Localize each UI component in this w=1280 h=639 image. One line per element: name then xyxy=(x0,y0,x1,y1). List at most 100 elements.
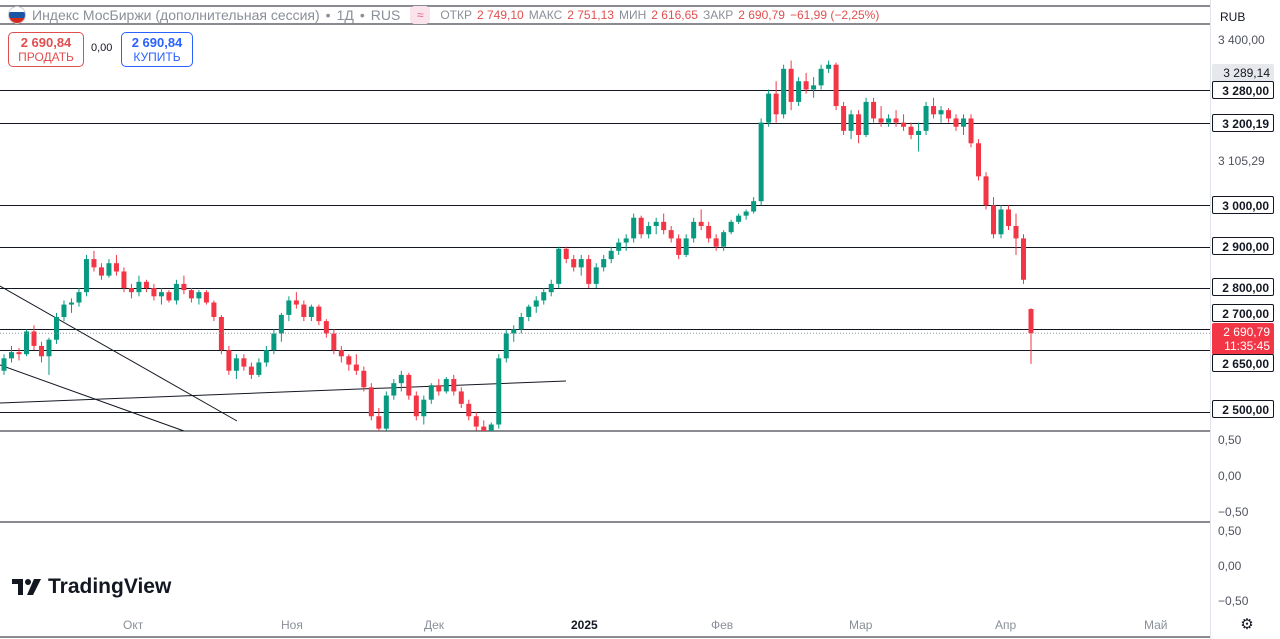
candle[interactable] xyxy=(233,354,239,380)
candle[interactable] xyxy=(653,217,659,235)
candle[interactable] xyxy=(1013,213,1019,255)
candle[interactable] xyxy=(173,279,179,305)
candle[interactable] xyxy=(151,283,157,301)
candle[interactable] xyxy=(76,288,82,307)
symbol-title[interactable]: Индекс МосБиржи (дополнительная сессия) xyxy=(32,7,320,23)
candle[interactable] xyxy=(406,372,412,400)
wave-icon[interactable]: ≈ xyxy=(410,6,431,24)
trendline-3[interactable] xyxy=(0,380,567,404)
candle[interactable] xyxy=(698,209,704,231)
currency-selector[interactable]: RUB xyxy=(1220,10,1246,24)
candle[interactable] xyxy=(443,376,449,394)
candle[interactable] xyxy=(721,230,727,251)
candle[interactable] xyxy=(503,329,509,363)
candle[interactable] xyxy=(278,312,284,342)
settings-gear-icon[interactable]: ⚙ xyxy=(1240,616,1254,633)
candle[interactable] xyxy=(863,97,869,138)
candle[interactable] xyxy=(121,267,127,293)
candle[interactable] xyxy=(991,197,997,239)
candle[interactable] xyxy=(413,391,419,421)
candle[interactable] xyxy=(241,354,247,371)
candle[interactable] xyxy=(713,234,719,251)
candle[interactable] xyxy=(496,354,502,429)
candle[interactable] xyxy=(398,370,404,392)
candle[interactable] xyxy=(878,106,884,127)
candle[interactable] xyxy=(728,219,734,235)
candle[interactable] xyxy=(16,348,22,361)
candle[interactable] xyxy=(833,62,839,111)
candle[interactable] xyxy=(541,288,547,305)
candle[interactable] xyxy=(623,234,629,251)
candle[interactable] xyxy=(143,279,149,293)
candle[interactable] xyxy=(421,395,427,425)
candle[interactable] xyxy=(1021,234,1027,284)
candle[interactable] xyxy=(556,246,562,289)
candle[interactable] xyxy=(203,290,209,305)
candle[interactable] xyxy=(668,225,674,243)
candle[interactable] xyxy=(46,337,52,375)
candle[interactable] xyxy=(166,290,172,303)
candle[interactable] xyxy=(908,122,914,140)
candle[interactable] xyxy=(1006,205,1012,231)
candle[interactable] xyxy=(886,114,892,127)
candle[interactable] xyxy=(601,254,607,272)
candle[interactable] xyxy=(301,300,307,322)
candle[interactable] xyxy=(736,213,742,224)
candle[interactable] xyxy=(181,275,187,295)
candle[interactable] xyxy=(773,81,779,123)
candle[interactable] xyxy=(286,296,292,322)
candle[interactable] xyxy=(473,412,479,431)
candle[interactable] xyxy=(848,110,854,140)
candlestick-chart[interactable] xyxy=(0,0,1210,639)
sell-button[interactable]: 2 690,84 ПРОДАТЬ xyxy=(8,32,84,67)
candle[interactable] xyxy=(826,60,832,73)
candle[interactable] xyxy=(376,407,382,431)
candle[interactable] xyxy=(983,172,989,210)
candle[interactable] xyxy=(256,358,262,377)
candle[interactable] xyxy=(368,383,374,421)
candle[interactable] xyxy=(188,288,194,303)
candle[interactable] xyxy=(533,296,539,313)
candle[interactable] xyxy=(976,139,982,181)
candle[interactable] xyxy=(931,97,937,119)
candle[interactable] xyxy=(646,221,652,239)
trendline-2[interactable] xyxy=(0,364,185,432)
chart-plot-area[interactable]: Индекс МосБиржи (дополнительная сессия) … xyxy=(0,0,1210,639)
candle[interactable] xyxy=(353,354,359,375)
candle[interactable] xyxy=(923,101,929,135)
candle[interactable] xyxy=(758,118,764,206)
candle[interactable] xyxy=(361,366,367,392)
candle[interactable] xyxy=(8,345,14,363)
candle[interactable] xyxy=(338,345,344,363)
candle[interactable] xyxy=(458,387,464,408)
candle[interactable] xyxy=(106,259,112,278)
candle[interactable] xyxy=(893,110,899,127)
candle[interactable] xyxy=(451,374,457,396)
candle[interactable] xyxy=(481,420,487,431)
candle[interactable] xyxy=(53,312,59,344)
candle[interactable] xyxy=(263,345,269,367)
candle[interactable] xyxy=(676,234,682,260)
candle[interactable] xyxy=(23,329,29,357)
candle[interactable] xyxy=(946,108,952,123)
candle[interactable] xyxy=(781,64,787,119)
candle[interactable] xyxy=(938,106,944,123)
candle[interactable] xyxy=(308,304,314,322)
candle[interactable] xyxy=(98,263,104,280)
candle[interactable] xyxy=(811,77,817,98)
candle[interactable] xyxy=(901,114,907,131)
candle[interactable] xyxy=(113,254,119,276)
candle[interactable] xyxy=(743,209,749,220)
candle[interactable] xyxy=(488,422,494,431)
candle[interactable] xyxy=(31,325,37,351)
candle[interactable] xyxy=(218,314,224,355)
candle[interactable] xyxy=(346,354,352,371)
candle[interactable] xyxy=(916,122,922,152)
candle[interactable] xyxy=(608,246,614,264)
buy-button[interactable]: 2 690,84 КУПИТЬ xyxy=(121,32,193,67)
candle[interactable] xyxy=(293,292,299,309)
candle[interactable] xyxy=(571,254,577,272)
candle[interactable] xyxy=(998,205,1004,239)
candle[interactable] xyxy=(1028,308,1034,364)
candle[interactable] xyxy=(683,234,689,258)
